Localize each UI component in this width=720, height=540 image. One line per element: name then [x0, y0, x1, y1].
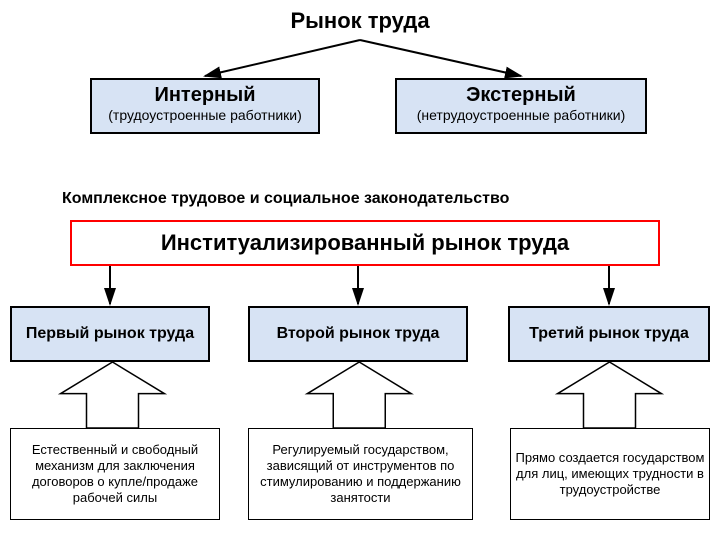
- top-box-internal: Интерный (трудоустроенные работники): [90, 78, 320, 134]
- desc-box-3: Прямо создается государством для лиц, им…: [510, 428, 710, 520]
- market-box-2: Второй рынок труда: [248, 306, 468, 362]
- top-box-internal-title: Интерный: [98, 84, 312, 107]
- market-box-1: Первый рынок труда: [10, 306, 210, 362]
- desc-box-2: Регулируемый государством, зависящий от …: [248, 428, 473, 520]
- market-box-3: Третий рынок труда: [508, 306, 710, 362]
- institutionalized-box: Институализированный рынок труда: [70, 220, 660, 266]
- top-box-external-title: Экстерный: [403, 84, 639, 107]
- top-box-external: Экстерный (нетрудоустроенные работники): [395, 78, 647, 134]
- top-box-external-subtitle: (нетрудоустроенные работники): [403, 107, 639, 123]
- top-box-internal-subtitle: (трудоустроенные работники): [98, 107, 312, 123]
- diagram-title: Рынок труда: [0, 0, 720, 34]
- desc-box-1: Естественный и свободный механизм для за…: [10, 428, 220, 520]
- legislation-text: Комплексное трудовое и социальное законо…: [62, 190, 509, 208]
